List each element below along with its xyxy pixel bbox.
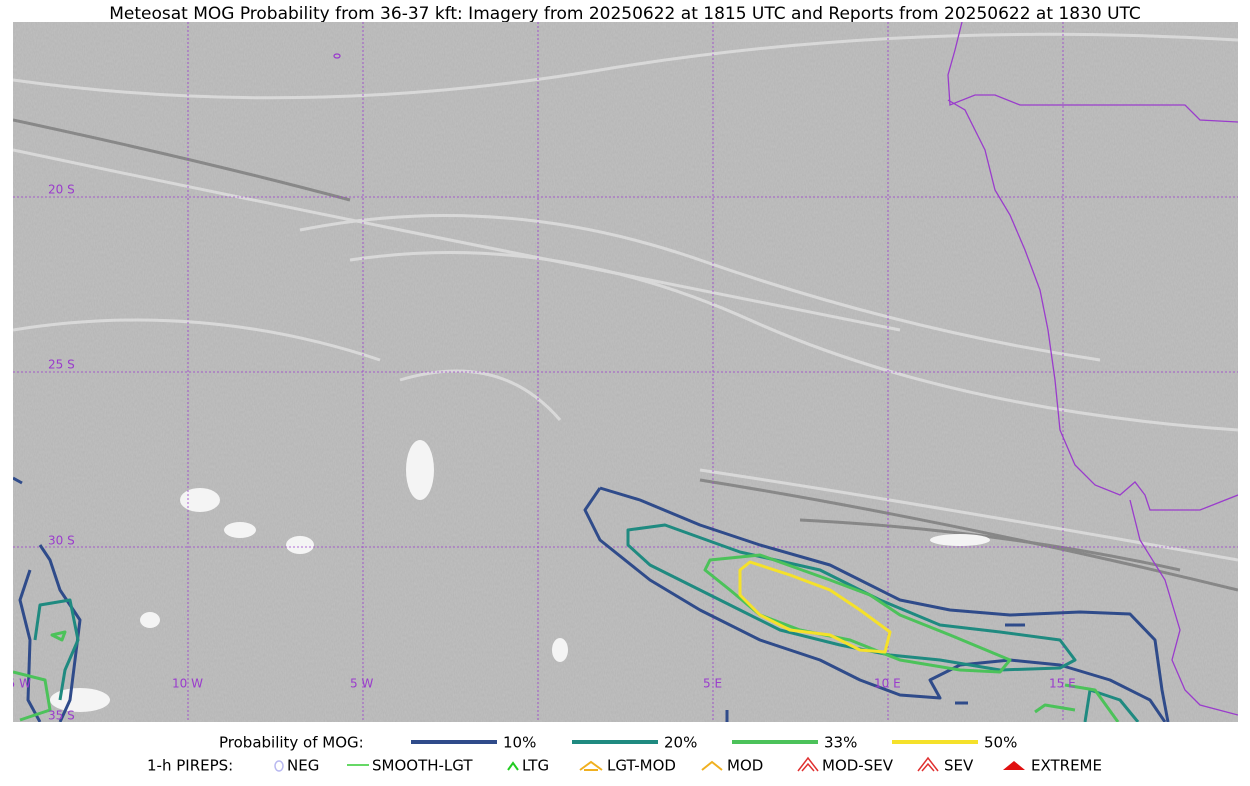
lat-label: 35 S (48, 709, 75, 723)
legend-item: EXTREME (1031, 757, 1102, 775)
convective-clouds (50, 440, 990, 712)
legend-item: LTG (522, 757, 549, 775)
legend-item: NEG (287, 757, 319, 775)
lon-label: 10 W (172, 677, 203, 691)
legend-item: MOD (727, 757, 763, 775)
pirep-icon (701, 760, 723, 771)
legend-item: SMOOTH-LGT (372, 757, 473, 775)
pirep-icon (797, 756, 819, 772)
lon-label: 15 W (0, 677, 31, 691)
legend-label: 1-h PIREPS: (147, 757, 233, 775)
map: 20 S 25 S 30 S 35 S 15 W 10 W 5 W 5 E 10… (0, 22, 1238, 723)
coastline (333, 22, 1238, 716)
legend-item: 10% (503, 734, 536, 752)
lon-label: 15 E (1049, 677, 1076, 691)
mog-contours (13, 476, 1170, 722)
pirep-icon (274, 760, 284, 772)
legend-item: LGT-MOD (607, 757, 676, 775)
cloud-streaks (13, 32, 1238, 562)
legend-item: 20% (664, 734, 697, 752)
lat-label: 25 S (48, 358, 75, 372)
grid-labels: 20 S 25 S 30 S 35 S 15 W 10 W 5 W 5 E 10… (0, 183, 1076, 723)
pirep-icon (917, 756, 939, 772)
lat-label: 20 S (48, 183, 75, 197)
lon-label: 10 E (874, 677, 901, 691)
legend-item: MOD-SEV (822, 757, 894, 775)
legend: Probability of MOG: 10% 20% 33% 50% 1-h … (147, 734, 1102, 775)
pirep-icon (507, 761, 519, 771)
lon-label: 5 W (350, 677, 373, 691)
pirep-icon (579, 760, 603, 771)
lat-label: 30 S (48, 534, 75, 548)
legend-item: SEV (944, 757, 974, 775)
legend-item: 33% (824, 734, 857, 752)
legend-item: 50% (984, 734, 1017, 752)
graticule (13, 22, 1238, 722)
title: Meteosat MOG Probability from 36-37 kft:… (109, 4, 1141, 24)
legend-label: Probability of MOG: (219, 734, 364, 752)
pirep-icon (1003, 761, 1025, 770)
lon-label: 5 E (703, 677, 722, 691)
